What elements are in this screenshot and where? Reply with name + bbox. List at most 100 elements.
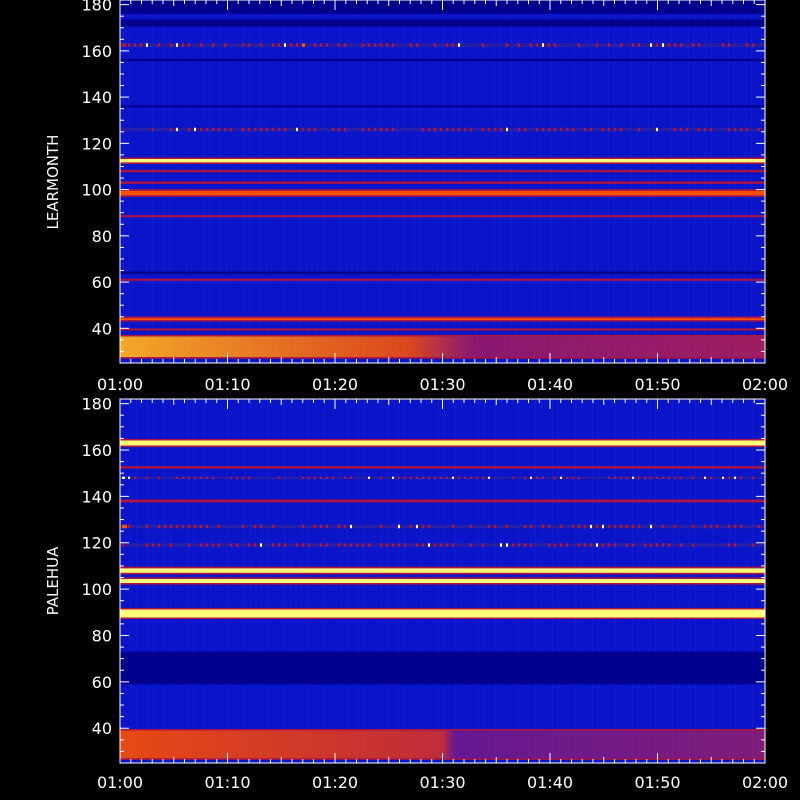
learmonth-band [120, 158, 765, 163]
palehua-band-burst [320, 476, 322, 479]
palehua-band-burst [128, 476, 130, 479]
palehua-band-burst [302, 524, 304, 529]
palehua-band-burst [626, 524, 628, 529]
learmonth-band-edge [120, 320, 765, 322]
palehua-band-burst [308, 476, 310, 479]
palehua-band-burst [500, 543, 502, 547]
palehua-band-burst [530, 543, 532, 547]
learmonth-band-burst [368, 127, 370, 132]
palehua-band-burst [662, 543, 664, 547]
palehua-band-burst [704, 524, 706, 529]
palehua-band-burst [206, 524, 208, 529]
palehua-band-burst [662, 476, 664, 479]
palehua-band-burst [176, 476, 178, 479]
palehua-band-burst [440, 476, 442, 479]
palehua-band-burst [620, 476, 622, 479]
learmonth-band-burst [176, 43, 178, 47]
learmonth-band-burst [650, 43, 652, 47]
palehua-band-burst [560, 543, 562, 547]
palehua-band-burst [380, 476, 382, 479]
palehua-band-burst [566, 476, 568, 479]
palehua-band-burst [668, 543, 670, 547]
learmonth-band-burst [182, 43, 184, 47]
learmonth-band-burst [386, 127, 388, 132]
palehua-band-edge [120, 583, 765, 585]
palehua-band-burst [398, 476, 400, 479]
learmonth-band-burst [638, 127, 640, 132]
learmonth-band-burst [332, 127, 334, 132]
palehua-band-burst [182, 476, 184, 479]
palehua-band-edge [120, 445, 765, 448]
palehua-band-burst [416, 476, 418, 479]
learmonth-band [120, 169, 765, 173]
learmonth-band-burst [176, 127, 178, 132]
learmonth-band [120, 278, 765, 281]
palehua-band-burst [584, 543, 586, 547]
palehua-y-tick-label: 180 [81, 395, 112, 414]
learmonth-band-burst [344, 127, 346, 132]
palehua-band-burst [488, 476, 490, 479]
learmonth-band [120, 318, 765, 321]
palehua-band-burst [158, 543, 160, 547]
palehua-band-burst [590, 524, 592, 529]
palehua-band-burst [752, 476, 754, 479]
learmonth-band-burst [710, 127, 712, 132]
learmonth-band-burst [500, 127, 502, 132]
palehua-band-burst [656, 476, 658, 479]
palehua-band-burst [254, 524, 256, 529]
palehua-band-burst [146, 543, 148, 547]
learmonth-band-burst [440, 127, 442, 132]
learmonth-y-tick-label: 160 [81, 42, 112, 61]
learmonth-band-burst [482, 43, 484, 47]
learmonth-y-tick-label: 80 [92, 227, 112, 246]
palehua-band-burst [344, 543, 346, 547]
learmonth-band-burst [212, 43, 214, 47]
palehua-band-burst [158, 476, 160, 479]
learmonth-band-burst [248, 127, 250, 132]
learmonth-band-burst [326, 43, 328, 47]
palehua-band-burst [146, 476, 148, 479]
learmonth-band-burst [278, 43, 280, 47]
palehua-band-burst [722, 476, 724, 479]
palehua-band-burst [542, 476, 544, 479]
palehua-y-tick-label: 80 [92, 626, 112, 645]
palehua-band-burst [710, 476, 712, 479]
palehua-band-burst [668, 476, 670, 479]
palehua-band-burst [728, 476, 730, 479]
palehua-band-burst [332, 476, 334, 479]
palehua-band-burst [608, 543, 610, 547]
learmonth-band [120, 58, 765, 62]
learmonth-band-burst [170, 43, 172, 47]
palehua-band-burst [128, 524, 130, 529]
palehua-band-burst [476, 476, 478, 479]
learmonth-band-burst [560, 127, 562, 132]
palehua-band-burst [122, 476, 125, 479]
palehua-y-tick-label: 140 [81, 487, 112, 506]
palehua-band-burst [614, 543, 616, 547]
learmonth-band-burst [284, 127, 286, 132]
palehua-band-burst [578, 524, 580, 529]
learmonth-x-tick-label: 01:40 [527, 375, 573, 394]
palehua-band-burst [218, 543, 220, 547]
learmonth-band-burst [536, 127, 538, 132]
learmonth-x-tick-label: 01:30 [419, 375, 465, 394]
learmonth-band-burst [488, 127, 490, 132]
palehua-band-burst [734, 543, 736, 547]
palehua-band-burst [260, 543, 262, 547]
palehua-band-burst [740, 476, 742, 479]
learmonth-band-burst [590, 127, 592, 132]
learmonth-band-edge [120, 162, 765, 164]
palehua-x-tick-label: 01:40 [527, 773, 573, 792]
palehua-band-burst [656, 543, 658, 547]
palehua-y-axis: 40 60 80 100 120 140 160 180 [81, 395, 765, 764]
learmonth-band-burst [242, 127, 244, 132]
learmonth-band [120, 19, 765, 27]
learmonth-band-burst [722, 43, 724, 47]
palehua-band-burst [548, 543, 550, 547]
learmonth-band-burst [254, 127, 256, 132]
palehua-band-burst [416, 543, 418, 547]
learmonth-band-burst [458, 127, 460, 132]
learmonth-band-burst [224, 127, 226, 132]
palehua-y-tick-label: 160 [81, 441, 112, 460]
palehua-band-burst [692, 543, 694, 547]
